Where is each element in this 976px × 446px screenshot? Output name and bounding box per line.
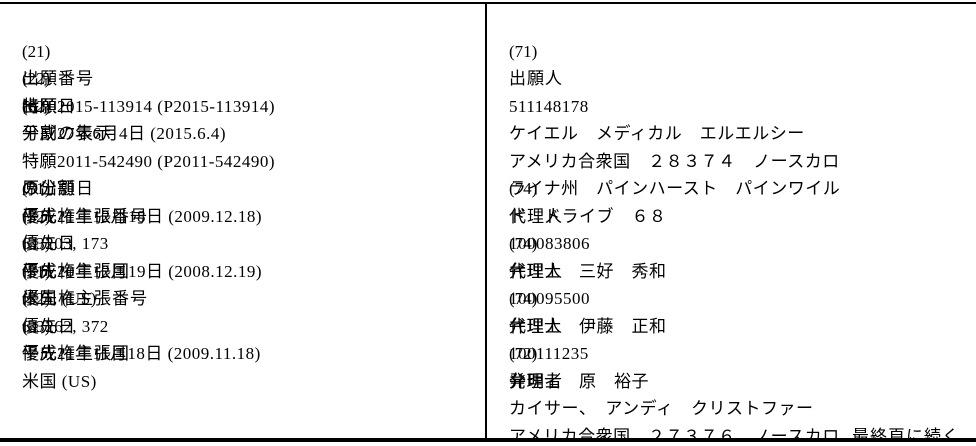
field-label: 優先権主張番号	[22, 206, 148, 226]
field-value: 平成20年12月19日 (2008.12.19)	[22, 261, 263, 281]
field-code: (31)	[22, 261, 51, 281]
field-row: 弁理士 原 裕子	[487, 285, 976, 391]
field-value: 弁理士 三好 秀和	[509, 261, 667, 281]
field-row: ライナ州 パインハースト パインワイル	[487, 93, 976, 198]
field-row: (31) 優先権主張番号 61/203, 173	[0, 148, 485, 253]
field-code: (31)	[22, 179, 51, 198]
field-row: (21) 出願番号 特願2015-113914 (P2015-113914)	[0, 10, 485, 116]
field-value: 特願2015-113914 (P2015-113914)	[22, 96, 276, 116]
field-label: 分割の表示	[22, 124, 112, 143]
right-column-rows: (71) 出願人 511148178 ケイエル メディカル エルエルシー アメリ…	[487, 10, 976, 439]
field-row: (33) 優先権主張国 米国 (US)	[0, 203, 485, 308]
field-row: アメリカ合衆国 ２８３７４ ノースカロ	[487, 65, 976, 171]
field-code: (71)	[509, 41, 538, 61]
field-label: 優先権主張国	[22, 344, 130, 363]
field-row: 弁理士 伊藤 正和	[487, 230, 976, 336]
field-value: アメリカ合衆国 ２８３７４ ノースカロ	[509, 151, 840, 171]
field-code: (32)	[22, 206, 51, 226]
field-row: (62) 分割の表示 特願2011-542490 (P2011-542490)	[0, 65, 485, 171]
right-column: (71) 出願人 511148178 ケイエル メディカル エルエルシー アメリ…	[487, 4, 976, 439]
field-value: ケイエル メディカル エルエルシー	[509, 124, 805, 143]
field-code: (72)	[509, 344, 538, 363]
field-label: 優先権主張番号	[22, 289, 148, 308]
field-label: 代理人	[509, 261, 563, 281]
field-label: 優先日	[22, 234, 76, 253]
field-value: 弁理士 原 裕子	[509, 371, 649, 391]
field-value: アメリカ合衆国 ２７３７６ ノースカロ	[509, 426, 840, 439]
field-value: 平成21年11月18日 (2009.11.18)	[22, 344, 261, 363]
field-code: (22)	[22, 69, 51, 88]
field-row: (74) 代理人 100111235	[487, 258, 976, 363]
field-value: 弁理士 伊藤 正和	[509, 316, 667, 336]
continued-on-last-page-note: 最終頁に続く	[852, 426, 960, 439]
field-value: 平成27年6月4日 (2015.6.4)	[22, 124, 227, 143]
field-code: (74)	[509, 179, 538, 198]
field-row: (74) 代理人 100095500	[487, 203, 976, 308]
field-value: 100083806	[509, 234, 590, 253]
field-value: 平成21年12月18日 (2009.12.18)	[22, 206, 263, 226]
field-row: (71) 出願人 511148178	[487, 10, 976, 116]
field-code: (74)	[509, 289, 538, 308]
left-column-rows: (21) 出願番号 特願2015-113914 (P2015-113914) (…	[0, 10, 485, 391]
field-value: 米国 (US)	[22, 289, 97, 308]
field-code: (21)	[22, 41, 51, 61]
field-value: ライナ州 パインハースト パインワイル	[509, 179, 841, 198]
field-code: (32)	[22, 289, 51, 308]
field-code: (74)	[509, 234, 538, 253]
field-value: 511148178	[509, 96, 589, 116]
field-row: (33) 優先権主張国 米国 (US)	[0, 285, 485, 391]
field-value: ド ドライブ ６８	[509, 206, 667, 226]
field-value: 100111235	[509, 344, 589, 363]
field-label: 原出願日	[22, 179, 94, 198]
field-label: 代理人	[509, 206, 563, 226]
field-label: 出願人	[509, 69, 563, 88]
field-value: の分割	[22, 179, 75, 198]
field-code: (33)	[22, 316, 51, 336]
field-row: 弁理士 三好 秀和	[487, 175, 976, 281]
field-label: 代理人	[509, 316, 563, 336]
field-row: (72) 発明者 カイサー、 アンディ クリストファー	[487, 313, 976, 418]
field-row: 原出願日 平成21年12月18日 (2009.12.18)	[0, 120, 485, 226]
field-label: 出願日	[22, 96, 76, 116]
field-value: カイサー、 アンディ クリストファー	[509, 399, 814, 418]
field-label: 優先日	[22, 316, 76, 336]
field-row: の分割	[0, 93, 485, 198]
field-row: ド ドライブ ６８	[487, 120, 976, 226]
field-value: 100095500	[509, 289, 590, 308]
field-value: 米国 (US)	[22, 371, 97, 391]
field-code: (33)	[22, 234, 51, 253]
field-row: (31) 優先権主張番号 61/262, 372	[0, 230, 485, 336]
field-value: 61/203, 173	[22, 234, 109, 253]
field-label: 出願番号	[22, 69, 94, 88]
field-label: 発明者	[509, 371, 563, 391]
field-row: ケイエル メディカル エルエルシー	[487, 38, 976, 143]
field-row: (32) 優先日 平成20年12月19日 (2008.12.19)	[0, 175, 485, 281]
field-row: (32) 優先日 平成21年11月18日 (2009.11.18)	[0, 258, 485, 363]
field-code: (62)	[22, 96, 51, 116]
table-columns: (21) 出願番号 特願2015-113914 (P2015-113914) (…	[0, 4, 976, 438]
field-value: 61/262, 372	[22, 316, 109, 336]
field-label: 優先権主張国	[22, 261, 130, 281]
field-row: アメリカ合衆国 ２７３７６ ノースカロ	[487, 340, 976, 439]
field-row: (22) 出願日 平成27年6月4日 (2015.6.4)	[0, 38, 485, 143]
field-value: 特願2011-542490 (P2011-542490)	[22, 151, 276, 171]
field-row: (74) 代理人 100083806	[487, 148, 976, 253]
left-column: (21) 出願番号 特願2015-113914 (P2015-113914) (…	[0, 4, 487, 438]
